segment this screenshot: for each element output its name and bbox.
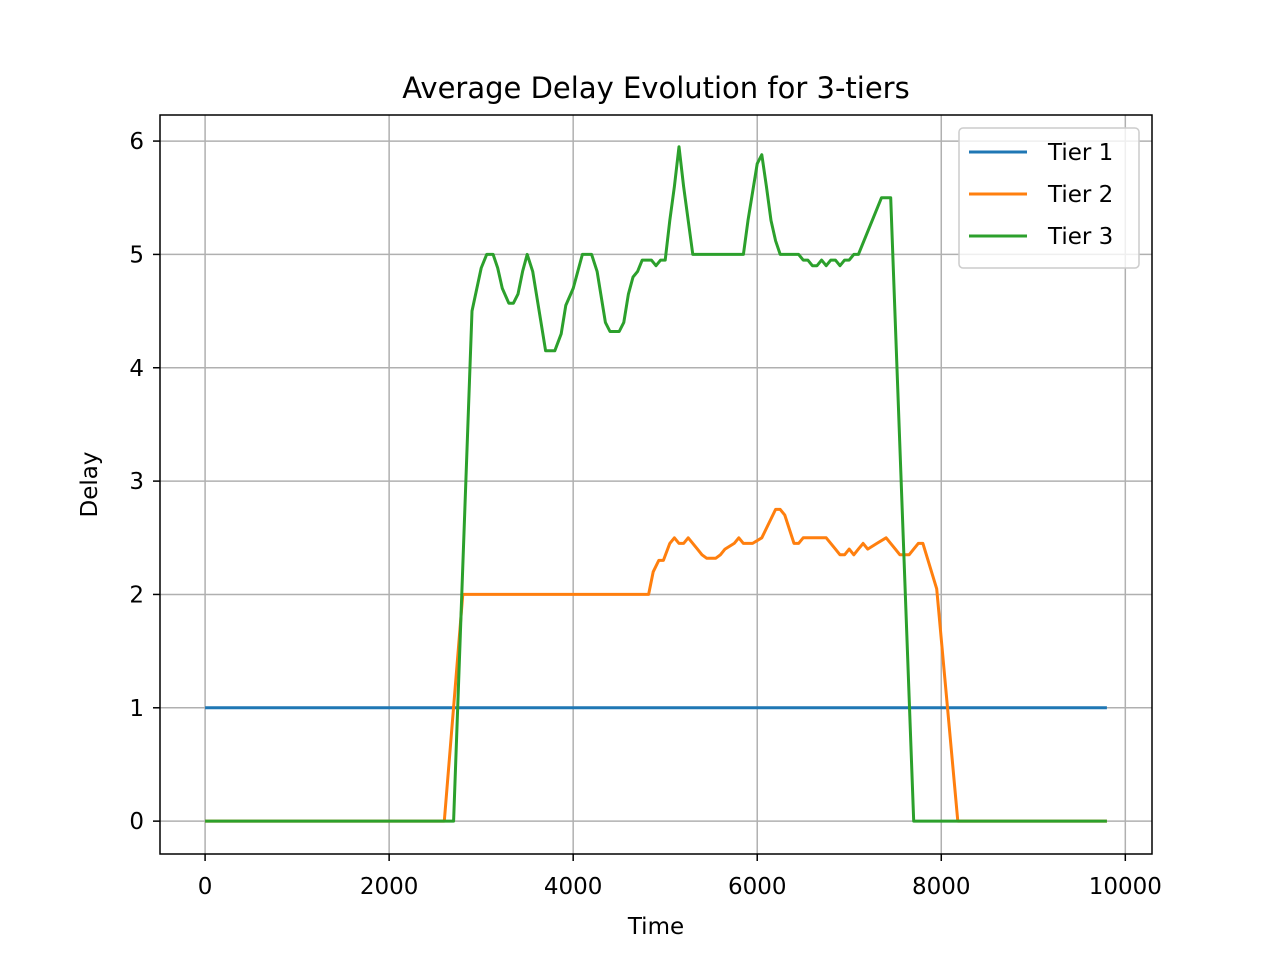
y-tick-label: 4 [129, 356, 144, 382]
series-layer [205, 145, 1107, 823]
x-axis-ticks: 0 2000 4000 6000 8000 10000 [198, 854, 1162, 900]
y-tick-label: 3 [129, 469, 144, 495]
y-tick-label: 2 [129, 582, 144, 608]
x-tick-label: 6000 [728, 874, 787, 900]
legend-label: Tier 3 [1047, 224, 1113, 250]
x-tick-label: 8000 [912, 874, 971, 900]
x-tick-label: 0 [198, 874, 213, 900]
y-axis-label: Delay [77, 452, 103, 518]
legend-box [958, 127, 1140, 269]
y-axis-ticks: 0 1 2 3 4 5 6 [129, 129, 160, 835]
x-tick-label: 2000 [360, 874, 419, 900]
x-tick-label: 10000 [1089, 874, 1162, 900]
plot-frame [159, 114, 1153, 855]
y-tick-label: 5 [129, 242, 144, 268]
y-tick-label: 6 [129, 129, 144, 155]
chart-title: Average Delay Evolution for 3-tiers [402, 71, 909, 105]
legend-label: Tier 2 [1047, 182, 1113, 208]
series-line-tier-2 [205, 507, 1107, 823]
y-tick-label: 1 [129, 696, 144, 722]
x-axis-label: Time [627, 914, 684, 940]
legend-label: Tier 1 [1047, 140, 1113, 166]
y-tick-label: 0 [129, 809, 144, 835]
series-line-tier-3 [205, 145, 1107, 823]
legend: Tier 1 Tier 2 Tier 3 [958, 127, 1140, 269]
x-tick-label: 4000 [544, 874, 603, 900]
